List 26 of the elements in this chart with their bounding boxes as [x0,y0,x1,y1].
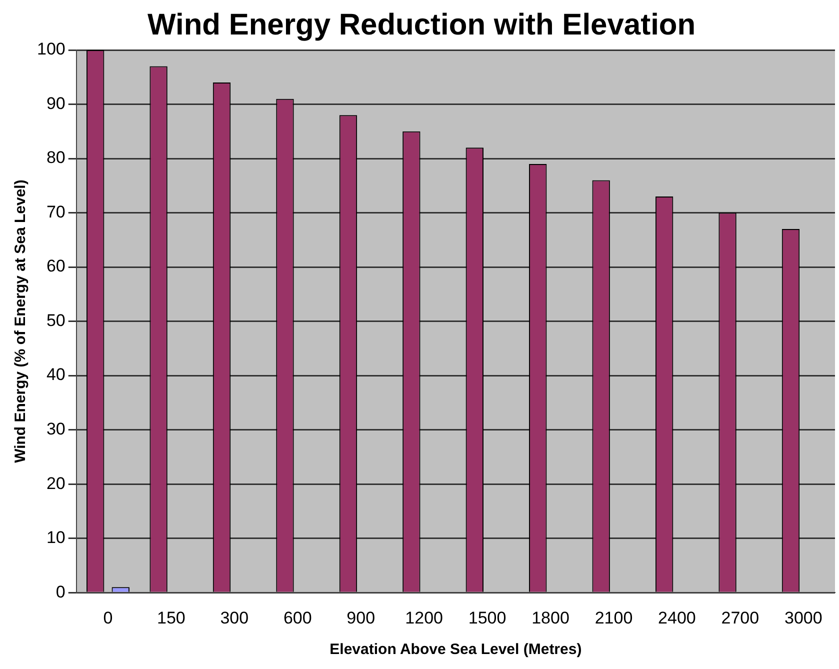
x-tick-label: 300 [220,608,249,628]
x-axis-title: Elevation Above Sea Level (Metres) [330,641,582,658]
x-tick-label: 150 [157,608,186,628]
x-tick-label: 1500 [468,608,506,628]
x-tick-label: 600 [283,608,312,628]
y-tick-label: 90 [46,94,66,113]
y-tick-label: 50 [46,310,66,330]
y-tick-label: 20 [46,474,66,493]
x-tick-label: 2400 [658,608,696,628]
y-axis-title: Wind Energy (% of Energy at Sea Level) [12,180,30,463]
x-tick-label: 1800 [532,608,570,628]
y-tick-label: 70 [46,202,66,222]
y-tick-label: 30 [46,420,66,439]
y-tick-label: 100 [36,40,66,59]
x-tick-label: 3000 [784,608,822,628]
y-tick-label: 80 [46,148,66,168]
chart-title: Wind Energy Reduction with Elevation [147,8,696,42]
x-tick-label: 900 [346,608,376,628]
x-tick-label: 2700 [721,608,760,628]
y-tick-label: 60 [46,256,66,276]
y-tick-label: 0 [56,582,66,602]
x-tick-label: 2100 [594,608,633,628]
x-tick-label: 1200 [405,608,443,628]
x-tick-label: 0 [103,608,113,628]
y-tick-label: 10 [46,528,66,548]
y-tick-label: 40 [46,365,66,384]
